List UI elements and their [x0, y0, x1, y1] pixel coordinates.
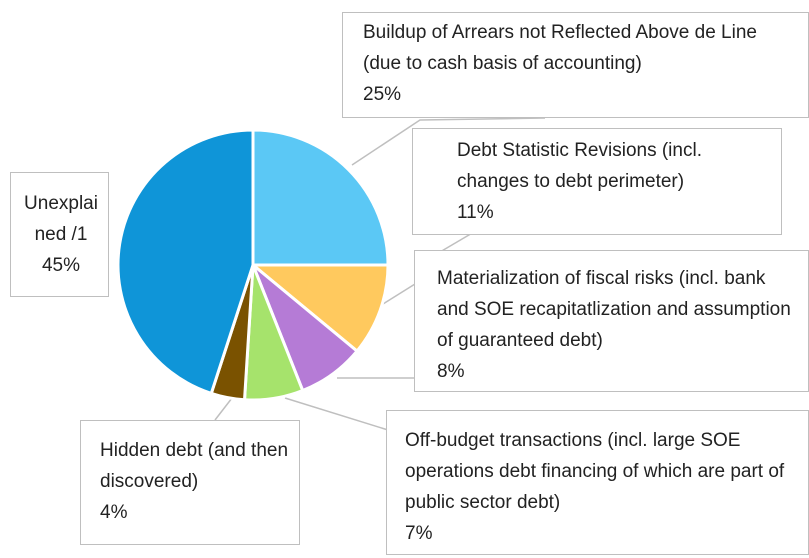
value-label: 7% — [405, 523, 433, 544]
label-box: Unexplained /1 45% — [10, 172, 109, 297]
leader-line — [382, 283, 416, 305]
slice-label: Materialization of fiscal risks (incl. b… — [437, 268, 791, 351]
slice-label: Debt Statistic Revisions (incl. changes … — [457, 140, 702, 192]
label-box: Off-budget transactions (incl. large SOE… — [386, 410, 809, 555]
leader-line — [214, 397, 233, 421]
leader-lines — [214, 117, 546, 431]
value-label: 11% — [457, 202, 494, 223]
label-box: Materialization of fiscal risks (incl. b… — [414, 250, 809, 392]
slice-label: Hidden debt (and then discovered) — [100, 440, 289, 492]
value-label: 4% — [100, 502, 128, 523]
slice-label: Buildup of Arrears not Reflected Above d… — [363, 22, 757, 74]
pie-slice — [248, 263, 390, 354]
value-label: 25% — [363, 84, 402, 105]
leader-line — [439, 231, 475, 253]
value-label: 45% — [41, 255, 81, 276]
pie-slice — [116, 128, 255, 396]
pie-slice — [251, 128, 390, 267]
label-box: Debt Statistic Revisions (incl. changes … — [412, 128, 782, 235]
value-label: 8% — [437, 361, 465, 382]
leader-line — [284, 397, 389, 431]
slice-label: Unexplained /1 — [24, 193, 98, 245]
leader-line — [351, 117, 546, 166]
label-box: Buildup of Arrears not Reflected Above d… — [342, 12, 809, 118]
label-box: Hidden debt (and then discovered) 4% — [80, 420, 300, 545]
slice-label: Off-budget transactions (incl. large SOE… — [405, 430, 785, 513]
